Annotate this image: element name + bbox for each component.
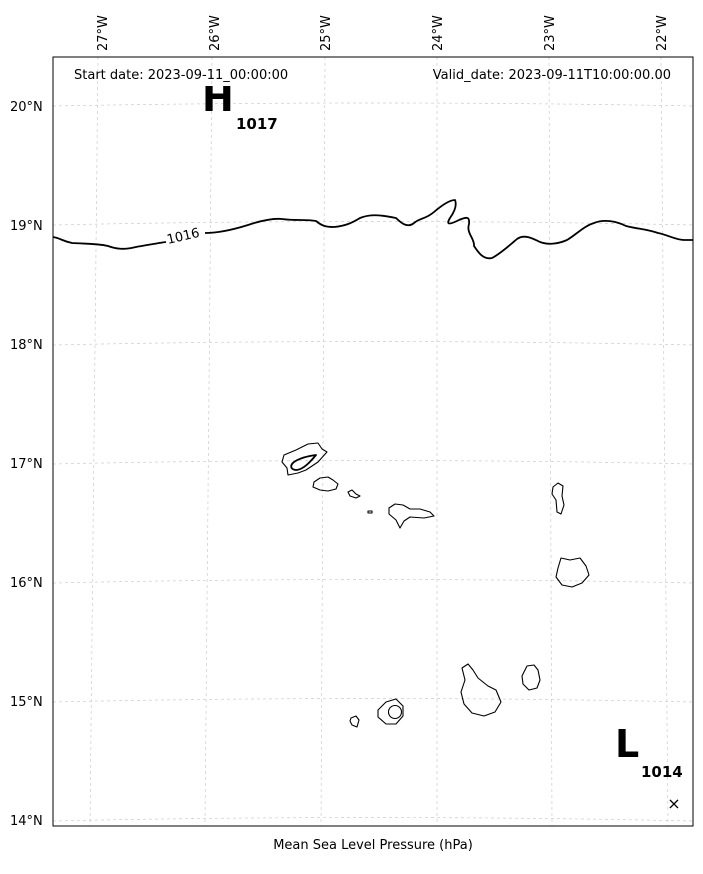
low-pressure-value: 1014 xyxy=(641,763,683,781)
meridian-27w xyxy=(89,56,99,827)
high-pressure-letter: H xyxy=(202,76,234,120)
lat-tick-17n: 17°N xyxy=(10,457,43,472)
pressure-centers: H L xyxy=(202,76,639,766)
start-date-label: Start date: 2023-09-11_00:00:00 xyxy=(74,68,288,83)
map-caption: Mean Sea Level Pressure (hPa) xyxy=(273,838,473,853)
lat-tick-20n: 20°N xyxy=(10,100,43,115)
island-sao-nicolau xyxy=(388,503,435,529)
island-santa-luzia xyxy=(347,489,361,499)
isobar-1017 xyxy=(290,454,317,471)
lat-tick-16n: 16°N xyxy=(10,576,43,591)
island-brava xyxy=(349,715,360,728)
isobar-1016 xyxy=(52,199,693,260)
lon-tick-25w: 25°W xyxy=(319,15,334,51)
island-fogo-crater xyxy=(387,704,403,720)
island-boa-vista xyxy=(555,557,590,588)
lon-tick-27w: 27°W xyxy=(96,15,111,51)
island-fogo xyxy=(377,698,404,725)
island-santo-antao xyxy=(281,442,328,476)
island-sal xyxy=(551,482,565,515)
latitude-axis: 20°N 19°N 18°N 17°N 16°N 15°N 14°N xyxy=(10,100,43,829)
isobar-label-1016: 1016 xyxy=(166,226,202,248)
lat-tick-18n: 18°N xyxy=(10,338,43,353)
parallel-20n xyxy=(52,102,694,107)
valid-date-label: Valid_date: 2023-09-11T10:00:00.00 xyxy=(433,68,671,83)
parallel-18n xyxy=(52,341,694,346)
longitude-axis: 27°W 26°W 25°W 24°W 23°W 22°W xyxy=(96,15,670,51)
parallel-15n xyxy=(52,698,694,703)
lon-tick-24w: 24°W xyxy=(431,15,446,51)
lat-tick-15n: 15°N xyxy=(10,695,43,710)
lat-tick-14n: 14°N xyxy=(10,814,43,829)
lon-tick-26w: 26°W xyxy=(208,15,223,51)
low-pressure-letter: L xyxy=(615,722,639,766)
lon-tick-22w: 22°W xyxy=(655,15,670,51)
high-pressure-value: 1017 xyxy=(236,115,278,133)
parallel-16n xyxy=(52,579,694,584)
low-center-marker: × xyxy=(667,794,680,813)
map-frame xyxy=(52,56,694,827)
meridian-26w xyxy=(204,56,213,827)
parallel-14n xyxy=(52,817,694,822)
island-sao-vicente xyxy=(312,476,339,492)
parallel-17n xyxy=(52,460,694,465)
isobars xyxy=(52,199,693,471)
meridian-23w xyxy=(548,56,553,827)
island-santiago xyxy=(460,663,502,717)
meridian-25w xyxy=(320,56,326,827)
lat-tick-19n: 19°N xyxy=(10,219,43,234)
parallel-19n xyxy=(52,221,694,226)
meridian-22w xyxy=(660,56,669,827)
island-maio xyxy=(521,664,541,691)
lon-tick-23w: 23°W xyxy=(543,15,558,51)
island-raso xyxy=(367,510,373,514)
graticule xyxy=(52,56,694,827)
coastlines xyxy=(281,442,590,728)
